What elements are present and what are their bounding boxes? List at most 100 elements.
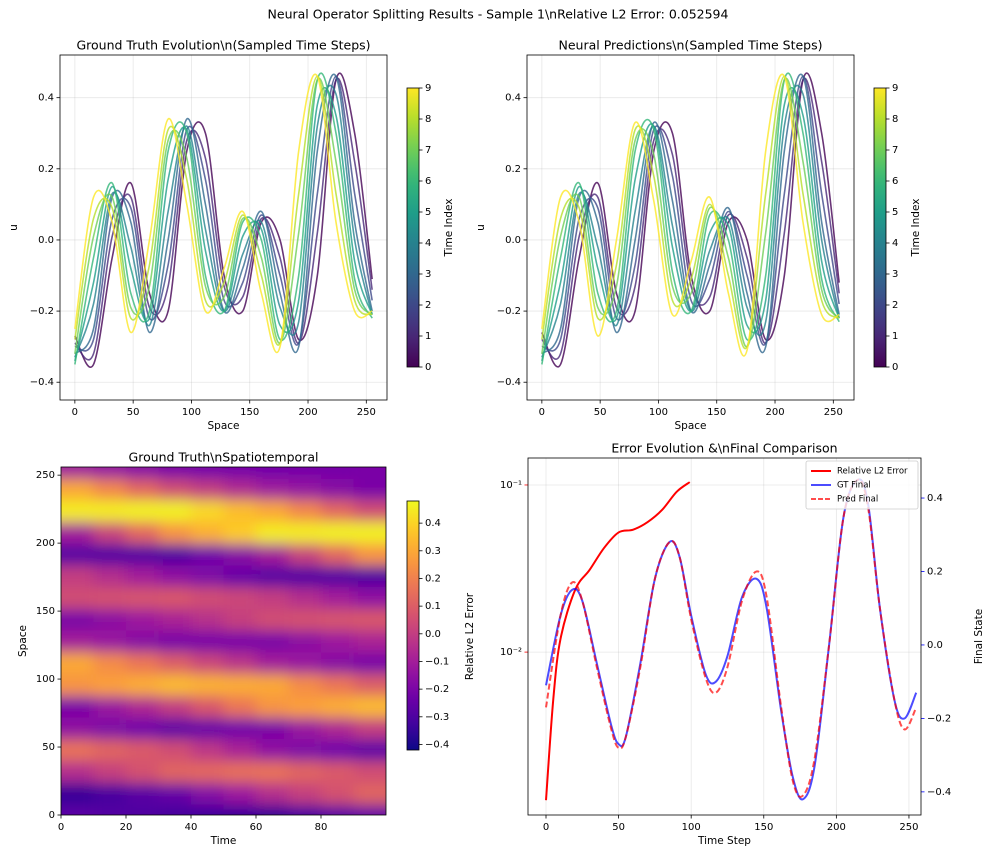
y-tick-label: −0.2 (497, 306, 521, 317)
heatmap-cell (191, 478, 224, 501)
heatmap-cell (321, 467, 354, 480)
x-tick-label: 250 (824, 407, 843, 418)
heatmap-cell (93, 586, 127, 609)
colorbar-tick-label: 5 (892, 207, 898, 218)
heatmap-cell (93, 651, 127, 675)
heatmap-cell (191, 630, 224, 653)
heatmap-cell (256, 467, 289, 480)
heatmap-cell (256, 695, 289, 718)
heatmap-cell (61, 521, 94, 544)
colorbar-tick-label: 0.1 (425, 601, 441, 612)
colorbar-tick-label: 8 (892, 114, 898, 125)
x-tick-label: 200 (298, 407, 317, 418)
colorbar (406, 87, 420, 368)
colorbar-tick-label: 9 (425, 83, 431, 94)
heatmap-cell (288, 717, 322, 740)
heatmap-cell (223, 586, 257, 609)
y-tick-label: 0.4 (505, 93, 521, 104)
figure-title: Neural Operator Splitting Results - Samp… (268, 7, 729, 22)
heatmap-cell (288, 630, 322, 653)
series-line (74, 72, 373, 368)
y-tick-label: 50 (42, 742, 55, 753)
x-tick-label: 100 (182, 407, 201, 418)
heatmap-cell (191, 564, 224, 588)
heatmap-cell (61, 543, 94, 566)
series-line (541, 72, 840, 365)
heatmap-cell (126, 782, 159, 805)
x-tick-label: 80 (315, 822, 328, 833)
axes-title: Ground Truth\nSpatiotemporal (129, 450, 319, 465)
heatmap-cell (353, 760, 386, 783)
series-line (541, 73, 840, 355)
heatmap-cell (353, 651, 386, 675)
heatmap-cell (256, 608, 289, 631)
heatmap-cell (223, 651, 257, 675)
heatmap-cell (288, 608, 322, 631)
heatmap-cell (93, 804, 127, 815)
heatmap-cell (126, 738, 159, 762)
heatmap-cell (191, 586, 224, 609)
series-line (74, 75, 373, 352)
heatmap-cell (256, 717, 289, 740)
heatmap-cell (256, 651, 289, 675)
heatmap-cell (256, 564, 289, 588)
heatmap-cell (126, 760, 159, 783)
heatmap-cell (321, 760, 354, 783)
heatmap-cell (93, 521, 127, 544)
y-axis-label: Final State (973, 609, 985, 664)
colorbar-tick-label: 6 (892, 176, 898, 187)
x-tick-label: 0 (543, 822, 549, 833)
heatmap-cell (321, 804, 354, 815)
heatmap-cell (288, 586, 322, 609)
colorbar-tick-label: 1 (892, 331, 898, 342)
axes-title: Ground Truth Evolution\n(Sampled Time St… (76, 38, 370, 53)
y-tick-label: 0.2 (505, 164, 521, 175)
heatmap-cell (223, 467, 257, 480)
heatmap-cell (353, 478, 386, 501)
heatmap-cell (321, 478, 354, 501)
heatmap-cell (158, 760, 192, 783)
x-tick-label: 200 (827, 822, 846, 833)
colorbar-tick-label: 2 (425, 300, 431, 311)
heatmap-cell (353, 673, 386, 696)
heatmap-cell (126, 673, 159, 696)
heatmap-cell (321, 499, 354, 522)
y-tick-label: −0.2 (927, 713, 951, 724)
heatmap-cell (61, 760, 94, 783)
heatmap-cell (158, 717, 192, 740)
plot-area (74, 72, 373, 368)
colorbar-tick-label: 0.4 (425, 518, 441, 529)
axes-frame (60, 466, 387, 816)
plot-area (61, 467, 386, 815)
heatmap-cell (256, 630, 289, 653)
heatmap-cell (321, 782, 354, 805)
y-tick-label: 10⁻¹ (500, 480, 522, 491)
y-tick-label: −0.4 (927, 787, 951, 798)
colorbar-tick-label: 8 (425, 114, 431, 125)
colorbar-tick-label: 7 (425, 145, 431, 156)
x-tick-label: 40 (185, 822, 198, 833)
colorbar-label: Time Index (443, 199, 455, 258)
colorbar-tick-label: −0.4 (425, 739, 449, 750)
axes-title: Error Evolution &\nFinal Comparison (611, 441, 837, 456)
colorbar-tick-label: 9 (892, 83, 898, 94)
heatmap-cell (191, 782, 224, 805)
heatmap-cell (353, 695, 386, 718)
heatmap-cell (321, 608, 354, 631)
heatmap-cell (288, 738, 322, 762)
heatmap-cell (191, 804, 224, 815)
series-line (74, 72, 373, 365)
heatmap-cell (61, 717, 94, 740)
axes-frame (59, 54, 388, 401)
y-axis-label: Relative L2 Error (464, 592, 476, 680)
axes-frame (526, 54, 855, 401)
heatmap-cell (288, 760, 322, 783)
heatmap-cell (223, 695, 257, 718)
heatmap-cell (223, 543, 257, 566)
heatmap-cell (223, 804, 257, 815)
heatmap-cell (126, 521, 159, 544)
colorbar (406, 500, 420, 751)
legend-label: Pred Final (837, 495, 878, 505)
heatmap-cell (158, 499, 192, 522)
colorbar-tick-label: −0.2 (425, 684, 449, 695)
